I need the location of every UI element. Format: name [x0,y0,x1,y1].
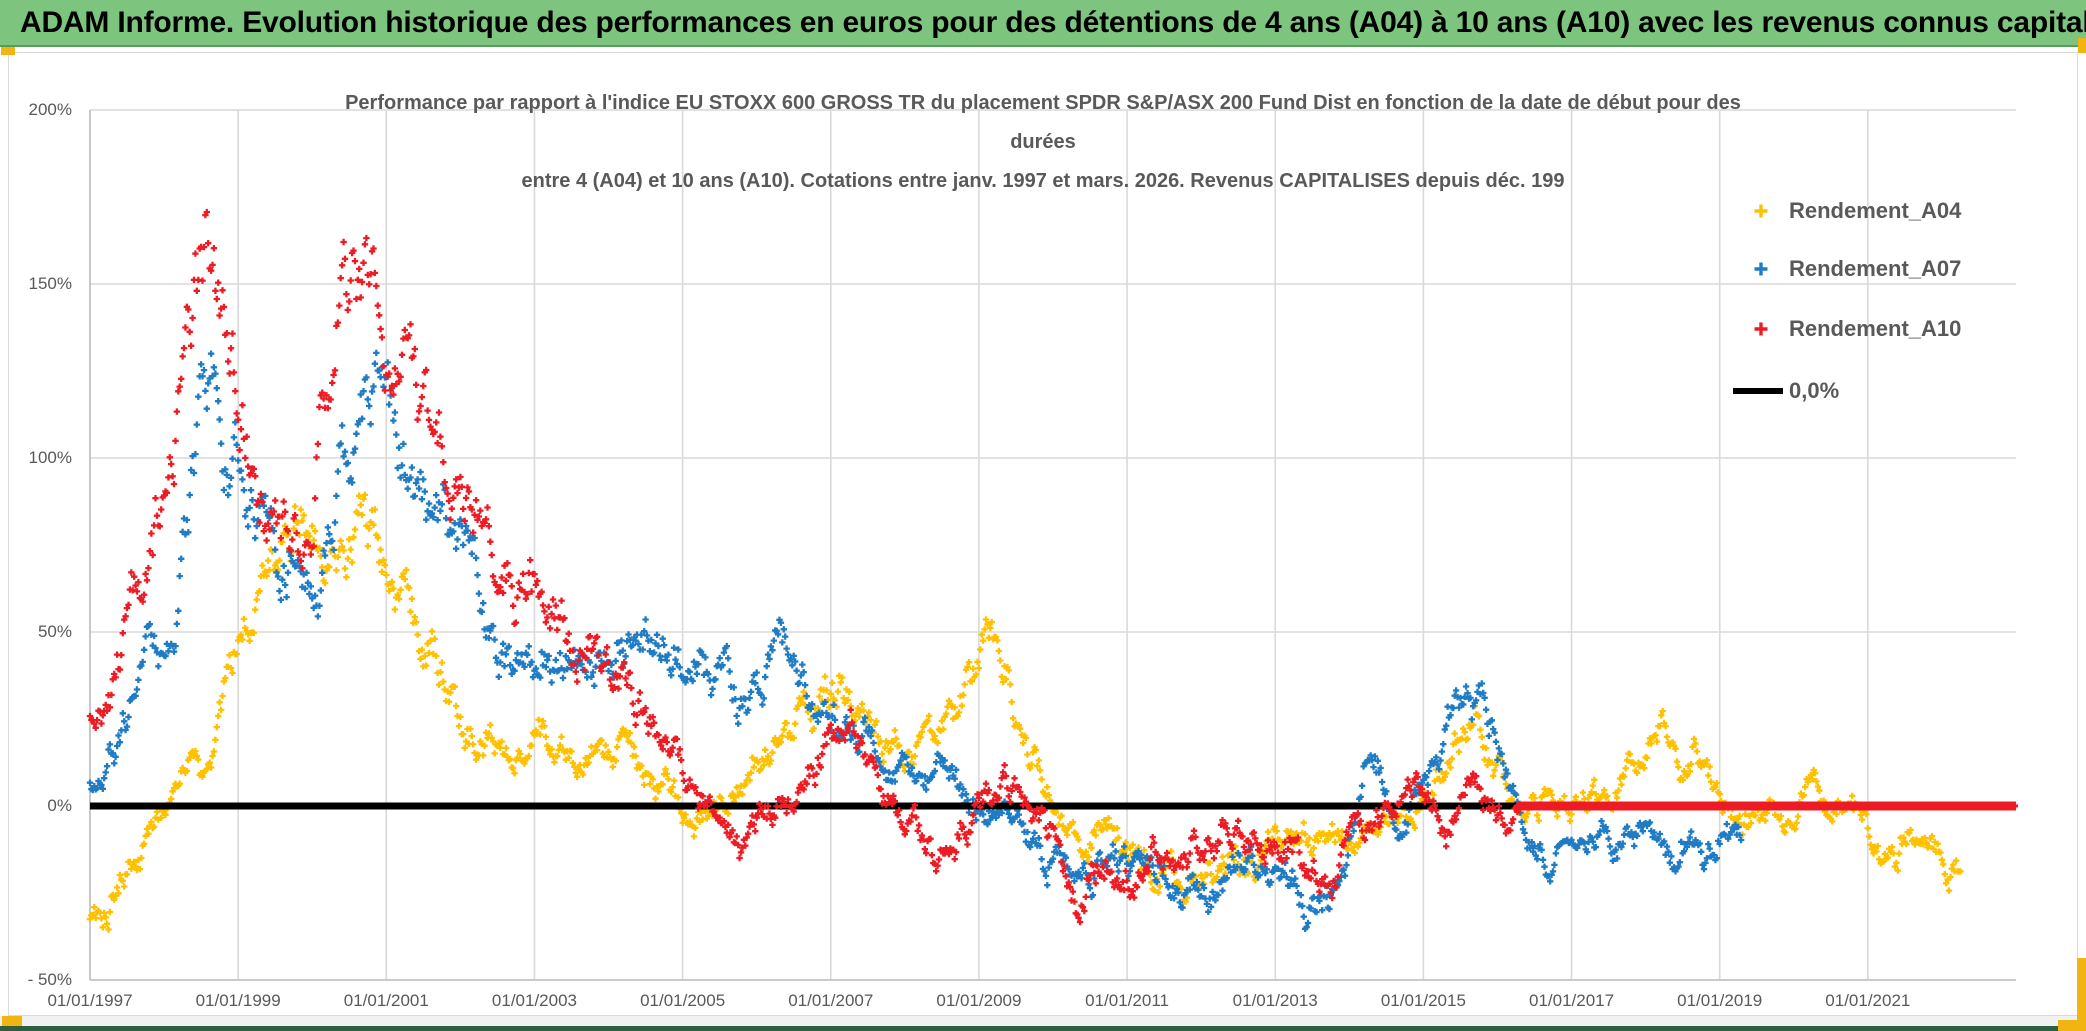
x-tick-label: 01/01/2013 [1232,991,1318,1010]
x-tick-label: 01/01/2005 [640,991,726,1010]
legend-label: 0,0% [1789,378,1840,403]
x-tick-label: 01/01/2019 [1677,991,1763,1010]
y-tick-label: 200% [28,100,72,119]
rendement-a10-zero-tail-points [1514,802,2018,810]
gold-accent-right-edge [2077,958,2086,1031]
x-tick-label: 01/01/2021 [1825,991,1911,1010]
x-tick-label: 01/01/2011 [1085,991,1169,1010]
x-tick-label: 01/01/1999 [195,991,281,1010]
x-tick-label: 01/01/2001 [343,991,429,1010]
x-tick-label: 01/01/2009 [936,991,1022,1010]
gold-accent-top-right [2078,38,2086,53]
gold-accent-bottom-right [2058,1020,2086,1031]
x-tick-label: 01/01/2003 [491,991,577,1010]
zero-line-swatch-icon [1733,388,1783,394]
plus-marker-icon [1733,201,1789,221]
gold-accent-bottom-left [2,1016,22,1026]
y-tick-label: 150% [28,274,72,293]
x-tick-label: 01/01/2017 [1528,991,1615,1010]
plus-marker-icon [1733,259,1789,279]
x-tick-label: 01/01/2007 [788,991,874,1010]
bottom-gray-strip [0,1016,2086,1026]
y-tick-label: 100% [28,448,72,467]
legend-item-zero-line[interactable]: 0,0% [1733,376,1839,406]
chart-title: Performance par rapport à l'indice EU ST… [0,84,2086,201]
legend-item-rendement-a10[interactable]: Rendement_A10 [1733,314,1961,344]
legend-item-rendement-a04[interactable]: Rendement_A04 [1733,196,1961,226]
page-title: ADAM Informe. Evolution historique des p… [20,5,2086,39]
chart-title-line-3: entre 4 (A04) et 10 ans (A10). Cotations… [521,170,1565,192]
bottom-green-bar [0,1026,2086,1031]
y-tick-label: 50% [37,622,72,641]
legend-label: Rendement_A10 [1789,316,1962,341]
x-tick-label: 01/01/2015 [1380,991,1466,1010]
series-points-rendement-a10[interactable] [86,208,1521,926]
plus-marker-icon [1733,319,1789,339]
sheet-header-bar: ADAM Informe. Evolution historique des p… [0,0,2086,47]
x-tick-label: 01/01/1997 [47,991,133,1010]
chart-area-border [8,52,2078,1016]
legend-label: Rendement_A07 [1789,256,1962,281]
legend-label: Rendement_A04 [1789,198,1962,223]
series-points-rendement-a04[interactable] [86,491,1964,933]
y-tick-label: 0% [47,796,72,815]
legend-item-rendement-a07[interactable]: Rendement_A07 [1733,254,1961,284]
y-tick-label: - 50% [27,970,72,989]
chart-title-line-2: durées [1010,131,1076,153]
series-points-rendement-a07[interactable] [86,349,1745,932]
gold-accent-top-left [1,47,15,55]
chart-title-line-1: Performance par rapport à l'indice EU ST… [345,92,1741,114]
